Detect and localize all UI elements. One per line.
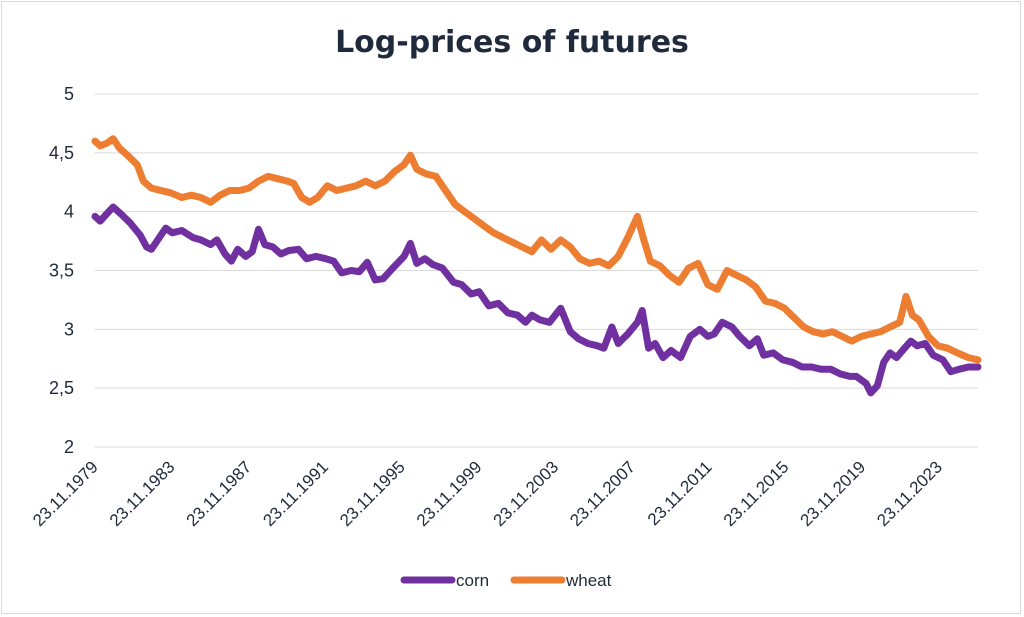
- y-tick-label: 3: [64, 319, 74, 339]
- x-axis: 23.11.1979 23.11.1983 23.11.1987 23.11.1991…: [29, 457, 946, 530]
- legend-label-corn: corn: [456, 571, 489, 590]
- x-tick-label: 23.11.2023: [873, 457, 946, 530]
- x-tick-label: 23.11.1995: [336, 457, 409, 530]
- chart-title: Log-prices of futures: [335, 25, 689, 60]
- series-lines: [91, 135, 982, 397]
- x-tick-label: 23.11.1987: [183, 457, 256, 530]
- y-tick-label: 5: [64, 84, 74, 104]
- y-tick-label: 2,5: [49, 378, 74, 398]
- y-tick-label: 2: [64, 437, 74, 457]
- legend: corn wheat: [400, 571, 612, 590]
- y-tick-label: 4,5: [49, 143, 74, 163]
- series-line-wheat: [91, 135, 982, 364]
- x-tick-label: 23.11.2011: [644, 457, 716, 529]
- x-tick-label: 23.11.1983: [106, 457, 179, 530]
- x-tick-label: 23.11.1999: [413, 457, 486, 530]
- x-tick-label: 23.11.2007: [566, 457, 639, 530]
- y-tick-label: 4: [64, 202, 74, 222]
- legend-label-wheat: wheat: [565, 571, 612, 590]
- x-tick-label: 23.11.1991: [259, 457, 332, 530]
- y-tick-label: 3,5: [49, 261, 74, 281]
- y-axis: 2 2,5 3 3,5 4 4,5 5: [49, 84, 74, 457]
- gridlines: [95, 93, 978, 448]
- x-tick-label: 23.11.2019: [797, 457, 870, 530]
- x-tick-label: 23.11.2003: [490, 457, 563, 530]
- x-tick-label: 23.11.1979: [29, 457, 102, 530]
- x-tick-label: 23.11.2015: [720, 457, 793, 530]
- series-line-corn: [91, 203, 982, 397]
